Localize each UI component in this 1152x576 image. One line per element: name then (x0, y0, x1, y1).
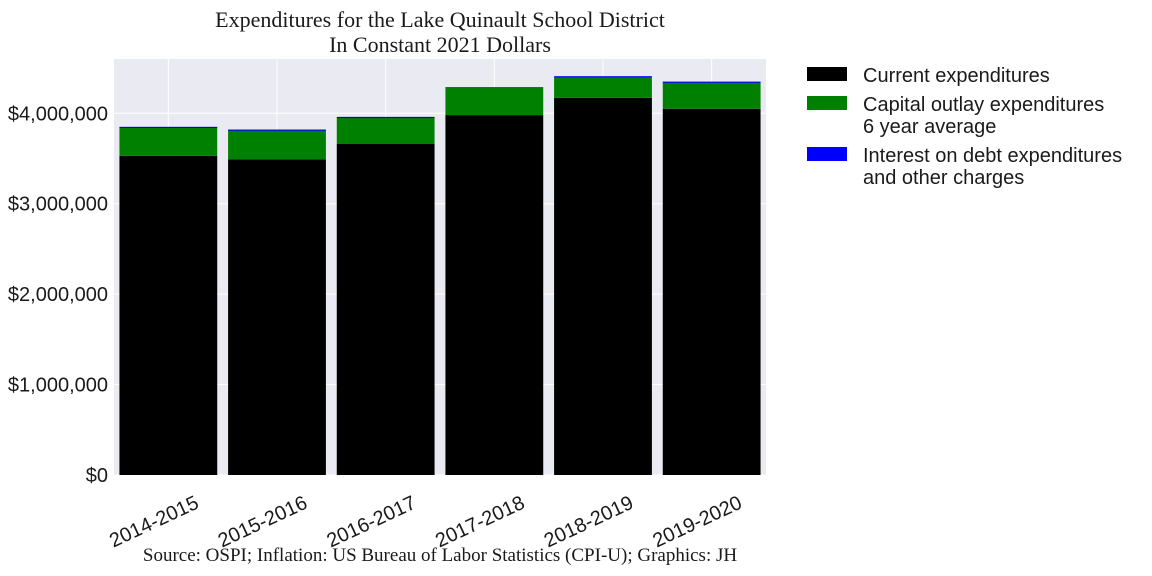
bar-segment (662, 81, 761, 83)
chart-title-line: Expenditures for the Lake Quinault Schoo… (215, 7, 665, 32)
bar-segment (336, 117, 435, 145)
plot-area (114, 59, 766, 475)
legend-label: Current expenditures (863, 65, 1050, 87)
bar-segment (662, 82, 761, 109)
x-axis: 2014-2015 2015-2016 2016-2017 2017-2018 2018… (106, 492, 745, 552)
bar-segment (554, 77, 652, 98)
bar-segment (662, 108, 761, 475)
legend-label: Capital outlay expenditures 6 year averag… (863, 94, 1104, 138)
x-tick-label: 2015-2016 (215, 492, 311, 552)
x-tick-label: 2019-2020 (650, 492, 746, 552)
bars (119, 76, 761, 476)
legend-swatch (807, 96, 847, 110)
x-tick-label: 2016-2017 (324, 492, 420, 552)
bar-segment (119, 127, 218, 156)
y-tick-label: $0 (86, 465, 108, 487)
legend-swatch (807, 67, 847, 81)
bar-segment (554, 76, 652, 78)
y-axis: $0 $1,000,000 $2,000,000 $3,000,000 $4,000,0… (8, 103, 108, 487)
bar-segment (445, 87, 544, 116)
y-tick-label: $2,000,000 (8, 284, 108, 306)
source-note: Source: OSPI; Inflation: US Bureau of La… (143, 545, 737, 566)
x-tick-label: 2014-2015 (106, 492, 202, 552)
bar-segment (336, 116, 435, 119)
bar-segment (336, 144, 435, 475)
bar-segment (119, 126, 218, 129)
bar-segment (228, 130, 326, 160)
y-tick-label: $1,000,000 (8, 375, 108, 397)
bar-segment (445, 115, 544, 475)
x-tick-label: 2017-2018 (432, 492, 528, 552)
x-tick-label: 2018-2019 (541, 492, 637, 552)
chart-title: Expenditures for the Lake Quinault Schoo… (215, 7, 665, 57)
y-tick-label: $3,000,000 (8, 194, 108, 216)
legend: Current expenditures Capital outlay expen… (807, 65, 1122, 189)
bar-segment (228, 129, 326, 131)
bar-segment (228, 159, 326, 475)
bar-segment (554, 97, 652, 475)
chart-title-line: In Constant 2021 Dollars (329, 32, 551, 57)
legend-label: Interest on debt expenditures and other c… (863, 145, 1122, 189)
bar-segment (119, 155, 218, 476)
y-tick-label: $4,000,000 (8, 103, 108, 125)
legend-swatch (807, 147, 847, 161)
